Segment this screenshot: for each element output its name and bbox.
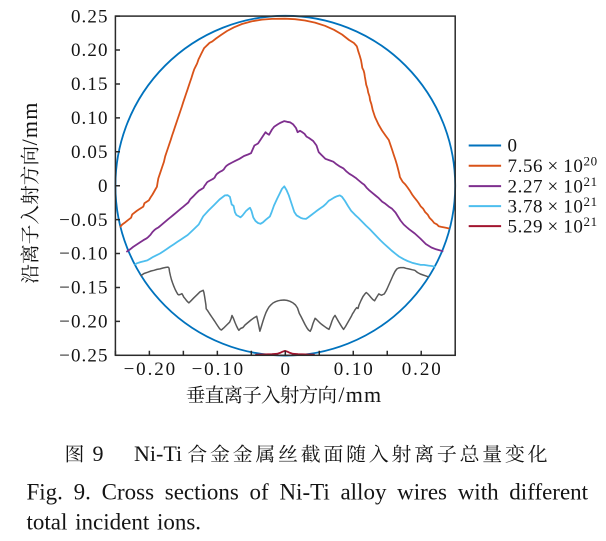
svg-text:−0.05: −0.05 [59,210,108,231]
svg-text:0.10: 0.10 [71,108,109,129]
svg-text:Ni-Ti: Ni-Ti [134,441,182,466]
svg-text:3.78 × 1021: 3.78 × 1021 [508,194,598,218]
svg-text:−0.10: −0.10 [59,244,108,265]
svg-text:0.20: 0.20 [402,359,443,380]
svg-text:2.27 × 1021: 2.27 × 1021 [508,174,598,198]
svg-text:0.10: 0.10 [334,359,375,380]
svg-text:−0.10: −0.10 [192,359,245,380]
svg-text:−0.20: −0.20 [124,359,177,380]
svg-text:0: 0 [98,176,108,197]
svg-text:0.20: 0.20 [71,40,109,61]
svg-text:0.05: 0.05 [71,142,109,163]
svg-text:7.56 × 1020: 7.56 × 1020 [508,153,598,177]
svg-text:9: 9 [93,441,104,466]
svg-text:0.25: 0.25 [71,6,109,27]
svg-text:−0.25: −0.25 [59,346,108,367]
svg-text:−0.20: −0.20 [59,312,108,333]
svg-text:0.15: 0.15 [71,74,109,95]
svg-text:/mm: /mm [338,382,382,407]
svg-text:/mm: /mm [17,101,42,145]
svg-text:5.29 × 1021: 5.29 × 1021 [508,214,598,238]
svg-text:0: 0 [281,359,291,380]
svg-text:−0.15: −0.15 [59,278,108,299]
svg-text:total incident ions.: total incident ions. [27,510,202,535]
svg-text:0: 0 [508,136,518,157]
svg-text:Fig. 9. Cross sections of Ni-T: Fig. 9. Cross sections of Ni-Ti alloy wi… [27,479,589,504]
